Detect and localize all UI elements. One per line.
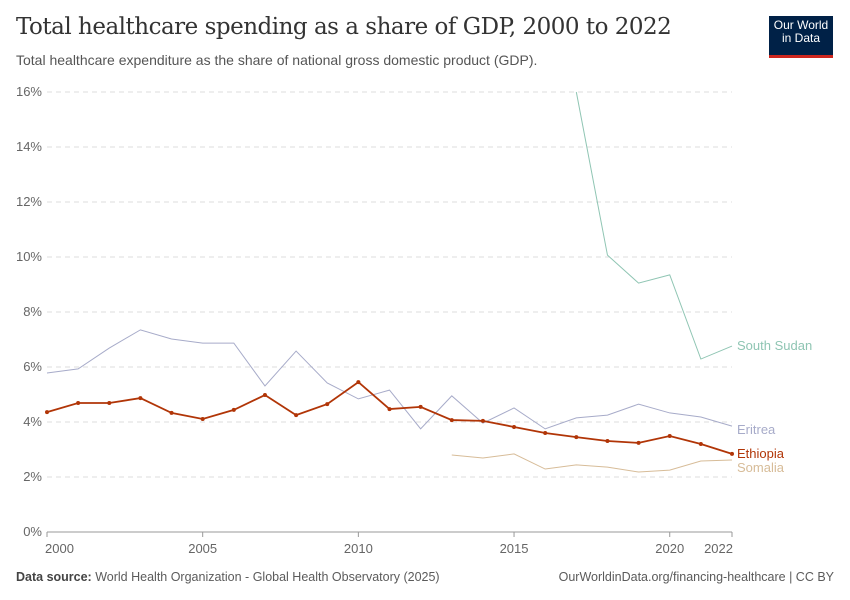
source-text: World Health Organization - Global Healt… xyxy=(95,570,440,584)
data-point xyxy=(698,442,703,446)
series-line-ethiopia xyxy=(46,380,733,455)
data-point xyxy=(107,401,112,406)
data-point xyxy=(636,440,641,445)
x-tick-label: 2000 xyxy=(45,541,74,556)
data-point xyxy=(667,434,672,439)
series-label: Somalia xyxy=(737,460,785,475)
data-point xyxy=(730,451,734,456)
owid-logo[interactable]: Our World in Data xyxy=(769,16,833,58)
data-point xyxy=(449,418,454,423)
x-tick-label: 2022 xyxy=(704,541,733,556)
footer-url[interactable]: OurWorldinData.org/financing-healthcare … xyxy=(558,570,834,584)
y-tick-label: 10% xyxy=(16,249,42,264)
data-point xyxy=(200,416,205,421)
y-tick-label: 8% xyxy=(23,304,42,319)
series-label: Ethiopia xyxy=(737,446,785,461)
data-point xyxy=(294,413,299,418)
data-point xyxy=(605,438,610,443)
chart-title: Total healthcare spending as a share of … xyxy=(16,14,672,40)
x-tick-label: 2020 xyxy=(655,541,684,556)
data-point xyxy=(76,401,81,406)
x-tick-label: 2015 xyxy=(500,541,529,556)
data-point xyxy=(543,431,548,435)
data-point xyxy=(356,380,361,385)
y-tick-label: 6% xyxy=(23,359,42,374)
data-point xyxy=(262,393,267,398)
data-point xyxy=(169,410,174,415)
data-point xyxy=(418,404,423,409)
y-tick-label: 12% xyxy=(16,194,42,209)
series-line-eritrea xyxy=(46,329,733,430)
data-point xyxy=(512,424,517,429)
y-tick-label: 0% xyxy=(23,524,42,539)
line-chart: 0% 2% 4% 6% 8% 10% 12% 14% 16% 2000 2005 2010 2015 20… xyxy=(16,84,812,556)
series-label: Eritrea xyxy=(737,422,776,437)
data-point xyxy=(574,435,579,440)
series-line-south-sudan xyxy=(575,91,733,360)
y-tick-label: 16% xyxy=(16,84,42,99)
data-point xyxy=(325,402,330,407)
source-label: Data source: xyxy=(16,570,92,584)
chart-subtitle: Total healthcare expenditure as the shar… xyxy=(16,52,538,68)
data-source: Data source: World Health Organization -… xyxy=(16,570,440,584)
series-label: South Sudan xyxy=(737,338,812,353)
series-line-somalia xyxy=(451,453,733,473)
y-tick-label: 2% xyxy=(23,469,42,484)
x-tick-label: 2005 xyxy=(188,541,217,556)
y-tick-label: 4% xyxy=(23,414,42,429)
data-point xyxy=(387,407,392,412)
y-tick-label: 14% xyxy=(16,139,42,154)
data-point xyxy=(45,410,49,415)
data-point xyxy=(231,407,236,412)
data-point xyxy=(138,396,143,401)
x-tick-label: 2010 xyxy=(344,541,373,556)
data-point xyxy=(480,418,485,423)
